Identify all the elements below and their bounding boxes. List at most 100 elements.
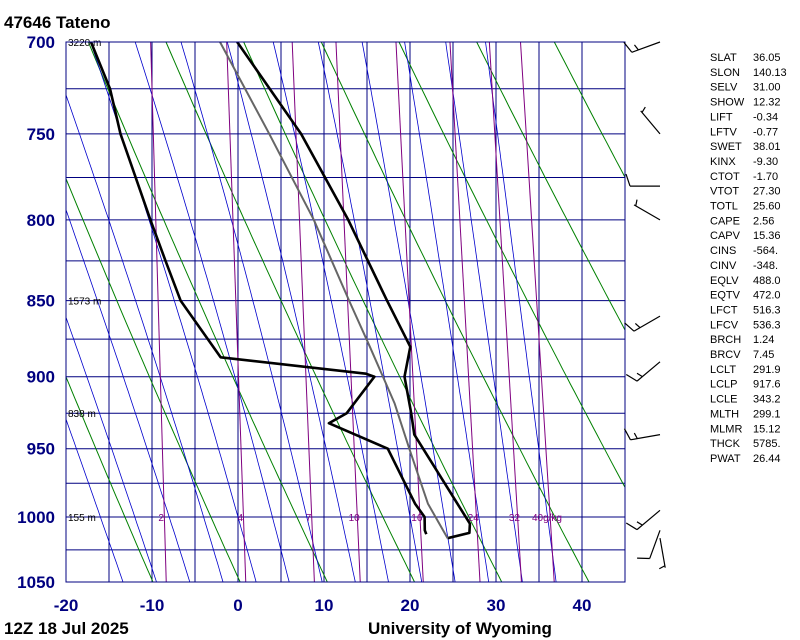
dry-adiabat <box>320 42 590 582</box>
barb-half-flag <box>634 323 641 329</box>
index-label: LCLE <box>710 394 738 406</box>
mixing-ratio-label: 7 <box>306 513 312 524</box>
index-value: 31.00 <box>753 82 781 94</box>
barb-half-flag <box>659 565 666 570</box>
dry-adiabat <box>66 177 241 582</box>
index-label: LCLT <box>710 364 736 376</box>
background-lines <box>66 42 625 582</box>
barb-staff <box>649 530 661 559</box>
dry-adiabat <box>553 42 625 179</box>
mixing-ratio-line <box>395 42 424 582</box>
wind-barb <box>623 41 661 53</box>
barb-staff <box>630 434 661 441</box>
index-label: LCLP <box>710 379 738 391</box>
moist-adiabat <box>445 42 514 518</box>
index-label: MLTH <box>710 408 739 420</box>
barb-staff <box>659 538 666 568</box>
index-label: SELV <box>710 82 738 94</box>
moist-adiabat <box>90 42 239 518</box>
x-tick-label: 20 <box>401 596 420 615</box>
index-value: 38.01 <box>753 141 781 153</box>
index-value: 27.30 <box>753 186 781 198</box>
index-value: 917.6 <box>753 379 781 391</box>
y-tick-label: 800 <box>27 211 55 230</box>
index-label: SWET <box>710 141 742 153</box>
index-label: CTOT <box>710 171 740 183</box>
wind-barb <box>623 428 661 441</box>
barb-flag <box>625 373 638 382</box>
index-label: SHOW <box>710 97 745 109</box>
x-tick-label: 30 <box>487 596 506 615</box>
index-label: BRCV <box>710 349 741 361</box>
barb-staff <box>633 204 661 221</box>
index-value: 36.05 <box>753 52 781 64</box>
mixing-ratio-label: 32 <box>509 513 521 524</box>
barb-flag <box>623 428 631 441</box>
mixing-ratio-label: 4 <box>237 513 243 524</box>
index-label: LFTV <box>710 126 738 138</box>
index-label: TOTL <box>710 201 738 213</box>
mixing-ratio-line <box>226 42 247 582</box>
index-value: 472.0 <box>753 290 781 302</box>
dry-adiabat <box>398 42 625 489</box>
index-value: 516.3 <box>753 304 781 316</box>
moist-adiabat <box>485 42 548 518</box>
index-value: -0.34 <box>753 111 778 123</box>
index-value: -9.30 <box>753 156 778 168</box>
height-label: 1573 m <box>68 297 101 308</box>
mixing-ratio-line <box>150 42 167 582</box>
index-label: THCK <box>710 438 741 450</box>
wind-barb <box>624 315 661 332</box>
index-value: 2.56 <box>753 215 774 227</box>
moist-adiabat <box>444 516 456 582</box>
index-label: EQTV <box>710 290 741 302</box>
mixing-ratio-line <box>449 42 481 582</box>
x-tick-label: 0 <box>233 596 242 615</box>
index-value: 1.24 <box>753 334 774 346</box>
moist-adiabat <box>317 42 411 518</box>
barb-flag <box>624 322 635 332</box>
moist-adiabat <box>134 516 157 582</box>
wind-barb <box>637 530 661 560</box>
barb-staff <box>636 509 661 531</box>
mixing-ratio-line <box>519 42 555 582</box>
index-label: VTOT <box>710 186 739 198</box>
moist-adiabat <box>134 42 273 518</box>
index-label: SLON <box>710 67 740 79</box>
barb-half-flag <box>641 106 646 113</box>
moist-adiabat <box>375 516 389 582</box>
height-label: 3220 m <box>68 38 101 49</box>
y-tick-label: 1000 <box>17 508 55 527</box>
y-tick-label: 700 <box>27 33 55 52</box>
moist-adiabat <box>226 42 342 518</box>
index-value: 299.1 <box>753 408 781 420</box>
index-value: 140.13 <box>753 67 787 79</box>
moist-adiabat <box>361 42 445 518</box>
mixing-ratio-label: 10 <box>349 513 361 524</box>
mixing-ratio-label: 2 <box>158 513 164 524</box>
index-value: 536.3 <box>753 319 781 331</box>
barb-half-flag <box>633 432 638 439</box>
wind-barb <box>625 509 661 531</box>
dry-adiabat <box>243 42 503 582</box>
height-label: 155 m <box>68 513 96 524</box>
height-label: 838 m <box>68 409 96 420</box>
mixing-ratio-label: 16 <box>411 513 423 524</box>
index-label: SLAT <box>710 52 737 64</box>
index-value: 12.32 <box>753 97 781 109</box>
wind-barb <box>640 106 661 135</box>
moist-adiabat <box>409 516 423 582</box>
moist-adiabat <box>404 42 480 518</box>
moist-adiabat <box>66 93 204 518</box>
y-tick-label: 950 <box>27 440 55 459</box>
index-value: 291.9 <box>753 364 781 376</box>
barb-half-flag <box>635 199 638 206</box>
index-value: 25.60 <box>753 201 781 213</box>
moist-adiabat <box>66 316 136 518</box>
x-tick-label: 40 <box>573 596 592 615</box>
y-tick-label: 750 <box>27 125 55 144</box>
index-label: LFCV <box>710 319 739 331</box>
index-value: 7.45 <box>753 349 774 361</box>
y-tick-label: 900 <box>27 368 55 387</box>
